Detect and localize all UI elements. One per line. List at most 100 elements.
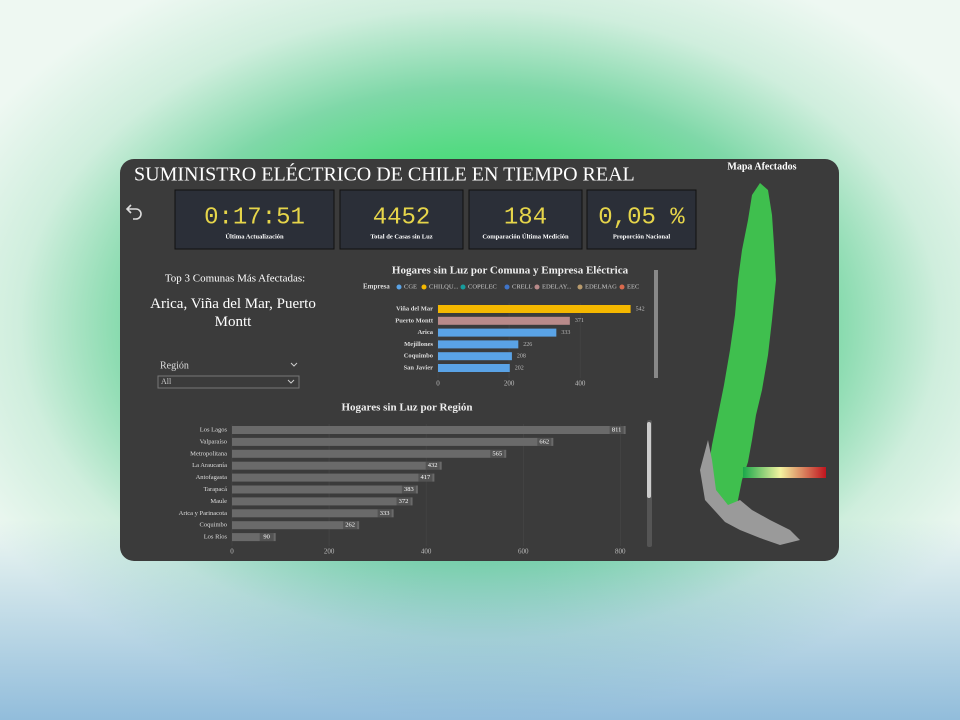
chart-title: Hogares sin Luz por Región <box>342 402 473 414</box>
kpi-value: 4452 <box>373 204 431 231</box>
top3-title: Top 3 Comunas Más Afectadas: <box>165 273 305 285</box>
bar[interactable] <box>232 509 394 518</box>
legend-label[interactable]: EEC <box>627 283 639 290</box>
map-south <box>700 440 800 545</box>
map-title: Mapa Afectados <box>727 161 796 172</box>
data-label-bg <box>377 509 392 518</box>
kpi-label: Comparación Última Medición <box>482 232 569 240</box>
kpi-card <box>468 189 583 250</box>
legend-title: Empresa <box>363 283 390 291</box>
y-tick-label: La Araucanía <box>192 462 227 469</box>
data-label: 662 <box>539 438 549 445</box>
bar[interactable] <box>438 352 512 361</box>
filter-value[interactable]: All <box>161 377 172 386</box>
back-button[interactable] <box>125 204 142 220</box>
y-tick-label: Valparaíso <box>200 438 227 445</box>
bar[interactable] <box>438 340 519 349</box>
map-chile <box>708 183 776 520</box>
data-label-bg <box>401 485 416 494</box>
x-tick-label: 0 <box>436 380 440 388</box>
legend-swatch <box>396 284 402 290</box>
map-colorbar <box>743 467 826 478</box>
y-tick-label: Mejillones <box>404 341 433 348</box>
data-label: 372 <box>399 498 409 505</box>
kpi-card <box>339 189 464 250</box>
bar[interactable] <box>232 426 626 434</box>
y-tick-label: Arica <box>417 329 433 336</box>
y-tick-label: Coquimbo <box>200 522 227 529</box>
data-label: 417 <box>421 474 432 481</box>
y-tick-label: San Javier <box>404 364 434 371</box>
x-tick-label: 0 <box>230 548 234 556</box>
y-tick-label: Metropolitana <box>190 450 227 457</box>
kpi-card <box>586 189 697 250</box>
data-label: 208 <box>517 354 526 360</box>
bar[interactable] <box>438 316 570 325</box>
bar[interactable] <box>438 305 631 313</box>
legend-swatch <box>421 284 427 290</box>
data-label: 90 <box>263 534 270 541</box>
data-label: 333 <box>561 330 570 336</box>
kpi-label: Total de Casas sin Luz <box>370 233 432 240</box>
bar[interactable] <box>232 485 418 494</box>
bar[interactable] <box>232 461 442 470</box>
x-tick-label: 400 <box>575 380 586 388</box>
kpi-value: 184 <box>504 204 547 231</box>
legend-label[interactable]: COPELEC <box>468 283 497 290</box>
scrollbar-thumb[interactable] <box>647 422 651 498</box>
x-tick-label: 200 <box>504 380 515 388</box>
data-label: 565 <box>492 450 502 457</box>
data-label-bg <box>418 473 433 482</box>
legend-swatch <box>619 284 625 290</box>
x-tick-label: 600 <box>518 548 529 556</box>
filter-label: Región <box>160 360 189 371</box>
legend-label[interactable]: EDELAY... <box>542 283 572 290</box>
data-label-bg <box>490 449 505 458</box>
y-tick-label: Arica y Parinacota <box>179 510 227 517</box>
x-tick-label: 800 <box>615 548 626 556</box>
data-label-bg <box>259 533 274 542</box>
legend-swatch <box>504 284 510 290</box>
chart-title: Hogares sin Luz por Comuna y Empresa Elé… <box>392 265 629 277</box>
bar[interactable] <box>232 497 413 506</box>
kpi-label: Última Actualización <box>225 232 284 240</box>
bar[interactable] <box>438 364 510 372</box>
y-tick-label: Puerto Montt <box>395 317 434 324</box>
legend-label[interactable]: CHILQU... <box>429 283 459 290</box>
bar[interactable] <box>232 449 507 458</box>
data-label-bg <box>609 426 624 434</box>
legend-label[interactable]: CRELL <box>512 283 533 290</box>
y-tick-label: Coquimbo <box>404 353 433 360</box>
bar[interactable] <box>232 533 276 542</box>
bar[interactable] <box>232 521 360 530</box>
data-label: 226 <box>523 342 532 348</box>
legend-swatch <box>534 284 540 290</box>
top3-text: Arica, Viña del Mar, Puerto Montt <box>150 296 316 330</box>
kpi-value: 0:17:51 <box>204 204 305 231</box>
legend-swatch <box>577 284 583 290</box>
data-label: 262 <box>345 522 355 529</box>
y-tick-label: Tarapacá <box>204 486 227 493</box>
bar[interactable] <box>438 328 557 337</box>
bar[interactable] <box>232 473 435 482</box>
data-label: 542 <box>636 306 645 312</box>
y-tick-label: Los Ríos <box>204 534 228 541</box>
data-label: 383 <box>404 486 414 493</box>
kpi-label: Proporción Nacional <box>613 233 671 240</box>
filter-arrows <box>287 362 298 384</box>
y-tick-label: Los Lagos <box>200 426 228 433</box>
bar[interactable] <box>232 437 554 446</box>
data-label-bg <box>425 461 440 470</box>
data-label: 202 <box>515 365 524 371</box>
filter-box[interactable] <box>157 375 300 389</box>
title: SUMINISTRO ELÉCTRICO DE CHILE EN TIEMPO … <box>134 163 635 186</box>
legend-label[interactable]: EDELMAG <box>585 283 617 290</box>
y-tick-label: Viña del Mar <box>396 305 433 312</box>
legend-swatch <box>460 284 466 290</box>
x-tick-label: 400 <box>421 548 432 556</box>
data-label-bg <box>343 521 358 530</box>
legend-label[interactable]: CGE <box>404 283 417 290</box>
y-tick-label: Antofagasta <box>196 474 228 481</box>
